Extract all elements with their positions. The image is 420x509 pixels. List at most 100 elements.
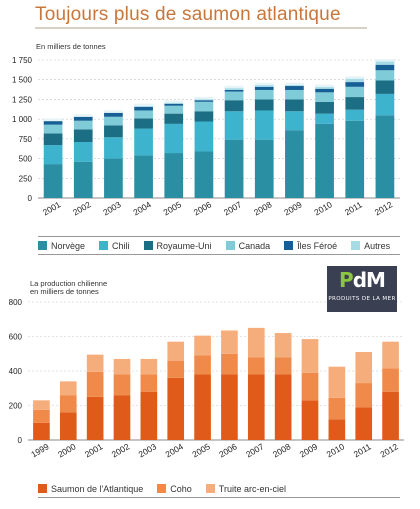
legend-swatch	[351, 241, 361, 250]
bar-segment	[254, 89, 274, 100]
y-axis-label: en milliers de tonnes	[30, 287, 99, 296]
bar-segment	[164, 113, 184, 124]
bar-segment	[134, 110, 153, 119]
bar-segment	[247, 374, 265, 440]
legend-swatch	[157, 484, 167, 493]
bar-segment	[104, 116, 123, 126]
bar-segment	[375, 60, 395, 65]
y-tick-label: 500	[19, 155, 33, 164]
title-underline	[35, 27, 367, 29]
y-tick-label: 600	[9, 333, 23, 342]
bar-segment	[224, 139, 244, 198]
bar-segment	[375, 93, 395, 116]
bar-segment	[73, 120, 93, 130]
bar-segment	[43, 145, 63, 165]
bar-segment	[224, 89, 244, 92]
bar-top-highlight	[194, 96, 214, 100]
legend-swatch	[225, 241, 235, 250]
pdm-logo: PdM PRODUITS DE LA MER	[327, 266, 397, 312]
x-tick-label: 2007	[244, 441, 266, 459]
bar-segment	[140, 391, 158, 440]
bar-segment	[285, 99, 304, 112]
legend-swatch	[284, 241, 294, 250]
x-tick-label: 2002	[110, 441, 132, 459]
bar-segment	[59, 412, 77, 440]
bar-segment	[86, 354, 104, 372]
bar-segment	[140, 358, 158, 375]
bar-segment	[113, 374, 131, 396]
bar-top-highlight	[43, 118, 63, 122]
legend-swatch	[143, 241, 153, 250]
bar-segment	[33, 422, 50, 440]
bar-segment	[224, 86, 244, 90]
bar-segment	[73, 116, 93, 121]
y-tick-label: 750	[19, 135, 33, 144]
bar-segment	[194, 374, 211, 440]
bar-segment	[355, 352, 373, 384]
bar-segment	[315, 123, 334, 198]
bar-segment	[164, 105, 184, 114]
legend-swatch	[99, 241, 109, 250]
legend-item: Îles Féroé	[284, 241, 337, 251]
bar-segment	[43, 164, 63, 198]
bar-segment	[104, 137, 123, 159]
y-axis-label: La production chilienne	[30, 279, 107, 288]
bar-segment	[221, 353, 238, 375]
bar-segment	[134, 155, 153, 198]
legend-item: Norvège	[38, 241, 85, 251]
bar-top-highlight	[345, 76, 365, 79]
bar-segment	[221, 374, 238, 440]
bar-segment	[355, 407, 373, 440]
salmon-production-chart: En milliers de tonnes 0 250 500 750 1 000 1 25…	[12, 42, 400, 217]
legend-label: Canada	[238, 240, 271, 251]
y-tick-label: 250	[19, 174, 33, 183]
page-title: Toujours plus de saumon atlantique	[35, 4, 341, 25]
x-tick-label: 2012	[378, 441, 400, 459]
bar-segment	[164, 123, 184, 154]
x-tick-label: 2005	[190, 441, 212, 459]
bar-segment	[328, 419, 346, 440]
bar-segment	[224, 100, 244, 112]
bar-segment	[301, 400, 319, 440]
bar-segment	[134, 118, 153, 129]
y-axis-label: En milliers de tonnes	[36, 42, 106, 51]
legend-label: Coho	[170, 483, 192, 494]
bar-segment	[59, 395, 77, 413]
bar-segment	[194, 335, 211, 356]
y-tick-label: 400	[9, 367, 23, 376]
bar-top-highlight	[164, 100, 184, 103]
bar-top-highlight	[375, 59, 395, 62]
bar-segment	[375, 80, 395, 94]
y-tick-label: 1 750	[12, 56, 33, 65]
legend-label: Truite arc-en-ciel	[218, 483, 286, 494]
bar-segment	[224, 111, 244, 140]
bar-segment	[104, 158, 123, 198]
bar-segment	[285, 130, 304, 198]
bar-top-highlight	[285, 82, 304, 86]
bar-top-highlight	[224, 85, 244, 89]
legend-item: Canada	[225, 240, 271, 251]
bar-segment	[113, 358, 131, 375]
legend-swatch	[38, 484, 47, 493]
bar-segment	[167, 360, 185, 378]
legend-label: Norvège	[51, 240, 86, 251]
bar-segment	[328, 397, 346, 420]
legend-item: Autres	[351, 241, 390, 251]
bar-segment	[328, 366, 346, 398]
bar-top-highlight	[315, 84, 334, 88]
bar-segment	[86, 396, 104, 440]
bar-segment	[345, 120, 365, 198]
bar-segment	[345, 77, 365, 83]
bar-segment	[221, 330, 238, 354]
bar-segment	[86, 371, 104, 397]
bar-segment	[164, 103, 184, 106]
bar-segment	[254, 83, 274, 87]
bar-segment	[315, 88, 334, 93]
x-tick-label: 2001	[83, 441, 105, 459]
y-tick-label: 1 000	[12, 115, 33, 124]
bar-segment	[73, 161, 93, 198]
bar-segment	[194, 100, 214, 102]
bar-segment	[274, 374, 292, 440]
bar-segment	[355, 383, 373, 408]
